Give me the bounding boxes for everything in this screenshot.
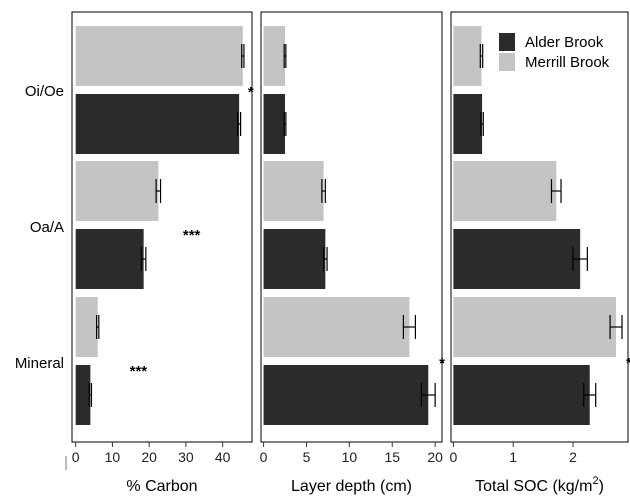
bar-merrill-brook-mineral [263, 297, 410, 357]
legend-label: Merrill Brook [525, 54, 610, 71]
bar-alder-brook-mineral [263, 365, 429, 425]
x-tick-label: 0 [72, 449, 80, 465]
bar-alder-brook-mineral [453, 365, 590, 425]
bar-merrill-brook-oa-a [453, 161, 557, 221]
legend: Alder Brook Merrill Brook [499, 33, 610, 71]
significance-marker: * [626, 355, 630, 372]
bar-alder-brook-oi-oe [75, 94, 240, 154]
category-label-oi-oe: Oi/Oe [25, 83, 64, 100]
legend-swatch [499, 53, 515, 71]
x-tick-label: 30 [178, 449, 194, 465]
significance-marker: *** [130, 363, 148, 380]
x-tick-label: 20 [141, 449, 157, 465]
x-axis-title-superscript: 2 [592, 475, 598, 487]
x-tick-label: 10 [105, 449, 121, 465]
category-label-oa-a: Oa/A [30, 219, 64, 236]
bar-alder-brook-oi-oe [453, 94, 483, 154]
x-axis-title: Total SOC (kg/m2) [475, 475, 604, 495]
bar-alder-brook-oa-a [453, 229, 581, 289]
x-axis-title: Layer depth (cm) [291, 478, 412, 495]
panel-1: *******0 10 20 30 40% Carbon [71, 11, 254, 495]
bar-merrill-brook-mineral [75, 297, 98, 357]
bar-merrill-brook-oa-a [75, 161, 159, 221]
bar-merrill-brook-oi-oe [263, 26, 286, 86]
x-tick-label: 1 [509, 449, 517, 465]
bar-alder-brook-oa-a [75, 229, 144, 289]
x-tick-label: 0 [449, 449, 457, 465]
x-tick-label: 5 [303, 449, 311, 465]
legend-swatch [499, 33, 515, 51]
significance-marker: * [439, 355, 445, 372]
x-tick-label: 40 [215, 449, 231, 465]
x-tick-label: 0 [260, 449, 268, 465]
x-axis-title: % Carbon [126, 478, 197, 495]
bar-alder-brook-mineral [75, 365, 91, 425]
legend-label: Alder Brook [525, 34, 604, 51]
bar-merrill-brook-oi-oe [75, 26, 243, 86]
bar-alder-brook-oi-oe [263, 94, 286, 154]
significance-marker: *** [183, 227, 201, 244]
category-label-mineral: Mineral [15, 355, 64, 372]
bar-merrill-brook-mineral [453, 297, 617, 357]
bar-alder-brook-oa-a [263, 229, 326, 289]
bar-merrill-brook-oa-a [263, 161, 324, 221]
x-tick-label: 15 [384, 449, 400, 465]
x-tick-label: 10 [342, 449, 358, 465]
x-tick-label: 2 [569, 449, 577, 465]
x-tick-label: 20 [427, 449, 443, 465]
significance-marker: * [248, 84, 254, 101]
x-axis-title-suffix: ) [599, 478, 604, 495]
panel-2: * 0 5 10 15 20 Layer depth (cm) [260, 11, 445, 495]
bar-merrill-brook-oi-oe [453, 26, 482, 86]
